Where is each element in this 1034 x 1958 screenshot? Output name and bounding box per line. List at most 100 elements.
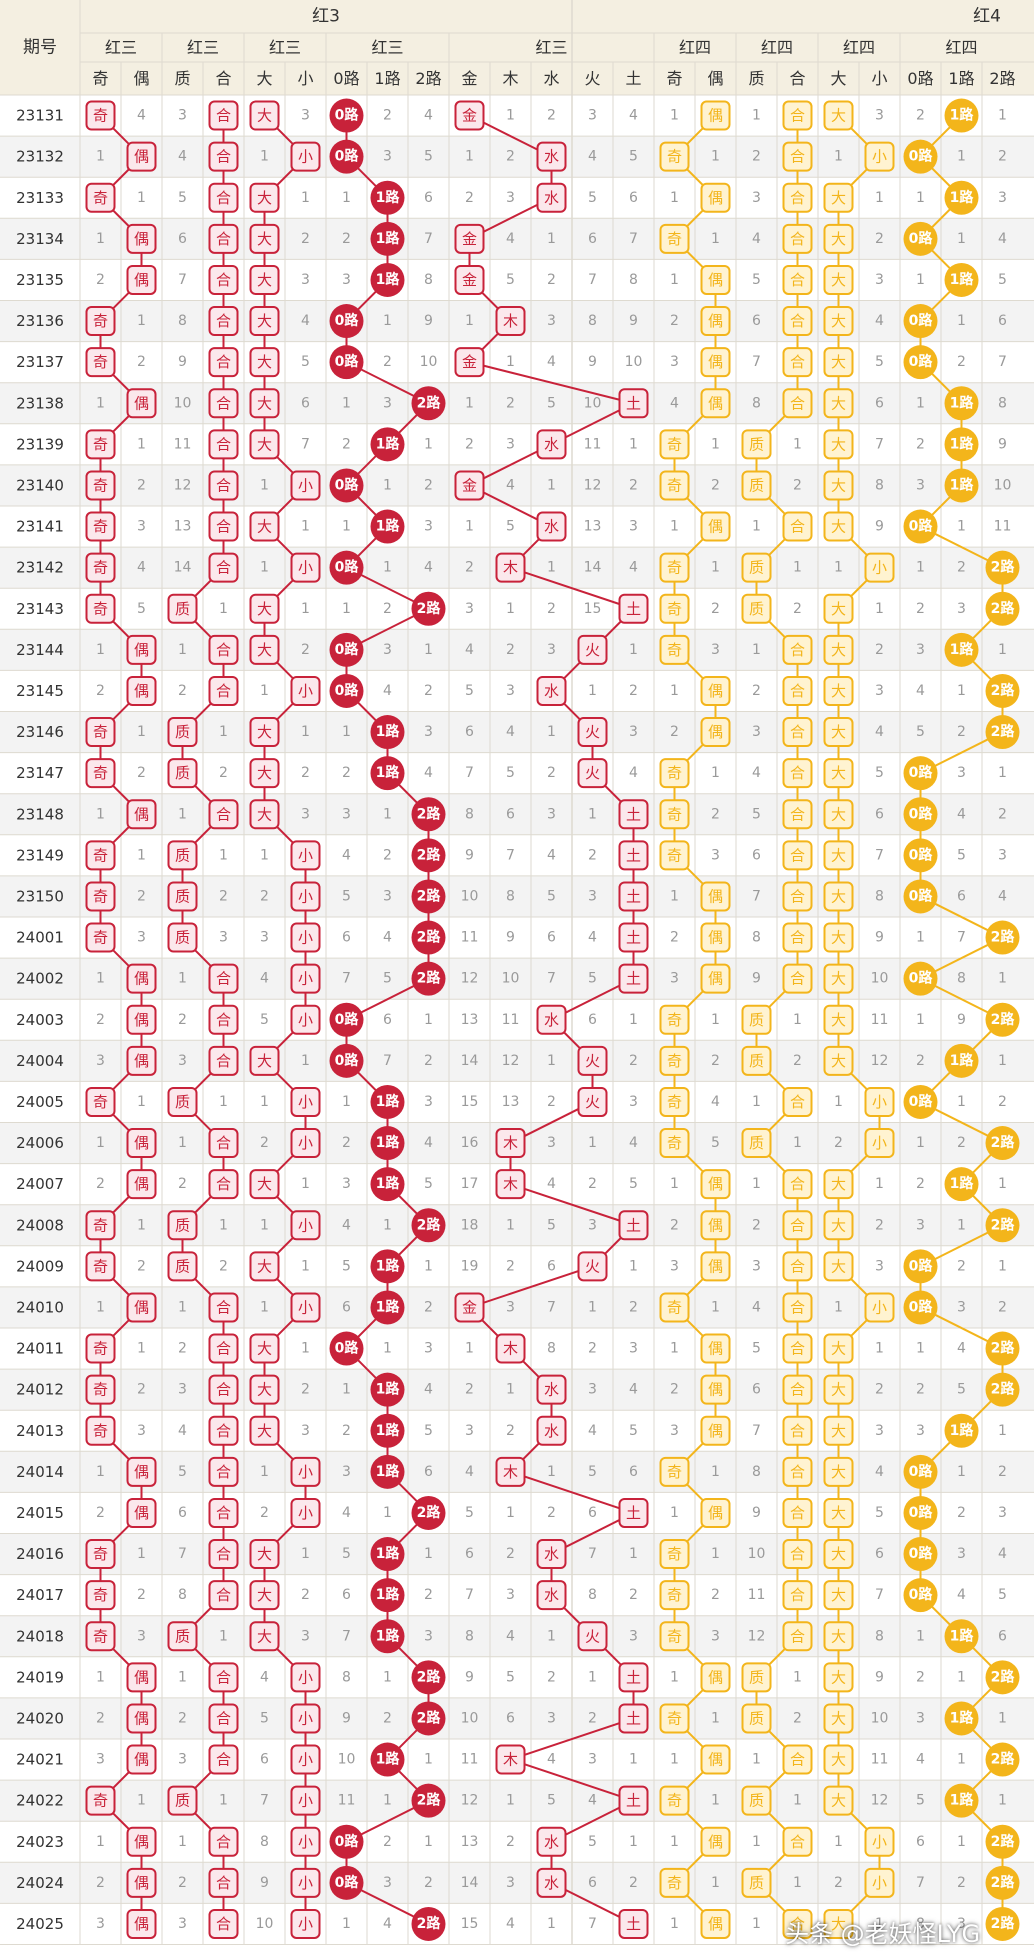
- hit-box: [85, 717, 116, 748]
- miss-count: 1: [506, 1793, 515, 1809]
- miss-count: 4: [260, 971, 269, 987]
- miss-count: 1: [301, 724, 310, 740]
- hit-marker: 0路: [903, 345, 938, 380]
- hit-box: [700, 1210, 731, 1241]
- hit-label: 木: [503, 1751, 518, 1769]
- miss-count: 8: [506, 888, 515, 904]
- miss-count: 3: [547, 1710, 556, 1726]
- hit-box: [823, 1580, 854, 1611]
- hit-box: [249, 799, 280, 830]
- hit-label: 大: [831, 846, 846, 864]
- hit-box: [85, 922, 116, 953]
- period-label: 24002: [16, 970, 64, 988]
- miss-count: 2: [957, 1875, 966, 1891]
- hit-box: [782, 1415, 813, 1446]
- hit-box: [249, 1045, 280, 1076]
- miss-count: 2: [547, 765, 556, 781]
- miss-count: 3: [670, 971, 679, 987]
- hit-label: 合: [790, 518, 805, 536]
- miss-count: 1: [219, 601, 228, 617]
- hit-box: [208, 429, 239, 460]
- miss-count: 2: [424, 1299, 433, 1315]
- hit-label: 合: [790, 1381, 805, 1399]
- hit-label: 质: [749, 600, 764, 618]
- hit-circle: [903, 139, 938, 174]
- hit-box: [536, 1004, 567, 1035]
- miss-count: 1: [424, 1258, 433, 1274]
- hit-marker: 合: [208, 1169, 239, 1200]
- hit-box: [618, 1662, 649, 1693]
- miss-count: 2: [137, 1258, 146, 1274]
- period-label: 24019: [16, 1668, 64, 1686]
- hit-marker: 质: [167, 593, 198, 624]
- hit-label: 合: [790, 805, 805, 823]
- hit-marker: 合: [782, 1826, 813, 1857]
- hit-box: [167, 1621, 198, 1652]
- hit-box: [577, 717, 608, 748]
- hit-marker: 质: [741, 1045, 772, 1076]
- hit-marker: 大: [823, 799, 854, 830]
- hit-box: [741, 470, 772, 501]
- hit-box: [823, 1621, 854, 1652]
- miss-count: 2: [506, 642, 515, 658]
- period-label: 23134: [16, 230, 64, 248]
- hit-label: 大: [831, 1586, 846, 1604]
- hit-marker: 奇: [659, 840, 690, 871]
- miss-count: 1: [137, 1094, 146, 1110]
- miss-count: 1: [137, 1217, 146, 1233]
- hit-label: 质: [175, 1216, 190, 1234]
- miss-count: 4: [547, 354, 556, 370]
- miss-count: 2: [916, 1176, 925, 1192]
- miss-count: 2: [178, 683, 187, 699]
- miss-count: 10: [502, 971, 520, 987]
- miss-count: 3: [875, 108, 884, 124]
- hit-label: 大: [831, 1381, 846, 1399]
- hit-label: 偶: [708, 970, 723, 988]
- hit-box: [618, 881, 649, 912]
- hit-box: [823, 429, 854, 460]
- miss-count: 7: [342, 1628, 351, 1644]
- hit-box: [659, 1539, 690, 1570]
- hit-box: [823, 1497, 854, 1528]
- hit-label: 合: [216, 1422, 231, 1440]
- hit-circle: [985, 1824, 1020, 1859]
- hit-box: [126, 1456, 157, 1487]
- hit-marker: 1路: [944, 468, 979, 503]
- row-background: [0, 1862, 1034, 1904]
- hit-label: 合: [790, 1216, 805, 1234]
- hit-label: 质: [175, 1093, 190, 1111]
- red4-parity-trend: 1111123412112312123123124512311231112311…: [659, 100, 731, 1939]
- miss-count: 1: [670, 1752, 679, 1768]
- hit-marker: 偶: [700, 675, 731, 706]
- hit-label: 奇: [667, 1011, 682, 1029]
- hit-label: 0路: [335, 1833, 360, 1850]
- hit-marker: 奇: [85, 1415, 116, 1446]
- hit-label: 奇: [93, 476, 108, 494]
- hit-marker: 合: [208, 1580, 239, 1611]
- hit-label: 小: [872, 1093, 887, 1111]
- miss-count: 1: [301, 1258, 310, 1274]
- hit-marker: 质: [741, 1662, 772, 1693]
- column-header: 小: [297, 69, 313, 88]
- miss-count: 8: [465, 1628, 474, 1644]
- hit-label: 奇: [93, 929, 108, 947]
- hit-box: [290, 1086, 321, 1117]
- miss-count: 3: [957, 601, 966, 617]
- hit-label: 小: [298, 970, 313, 988]
- miss-count: 2: [916, 436, 925, 452]
- hit-box: [495, 306, 526, 337]
- hit-marker: 2路: [411, 1783, 446, 1818]
- miss-count: 15: [461, 1916, 479, 1932]
- miss-count: 1: [793, 436, 802, 452]
- miss-count: 2: [137, 1587, 146, 1603]
- miss-count: 6: [588, 1505, 597, 1521]
- hit-marker: 大: [823, 511, 854, 542]
- miss-count: 8: [629, 272, 638, 288]
- hit-marker: 合: [782, 1497, 813, 1528]
- miss-count: 8: [178, 1587, 187, 1603]
- miss-count: 2: [547, 1094, 556, 1110]
- hit-box: [85, 1333, 116, 1364]
- hit-label: 合: [216, 1833, 231, 1851]
- miss-count: 1: [260, 1464, 269, 1480]
- hit-circle: [370, 509, 405, 544]
